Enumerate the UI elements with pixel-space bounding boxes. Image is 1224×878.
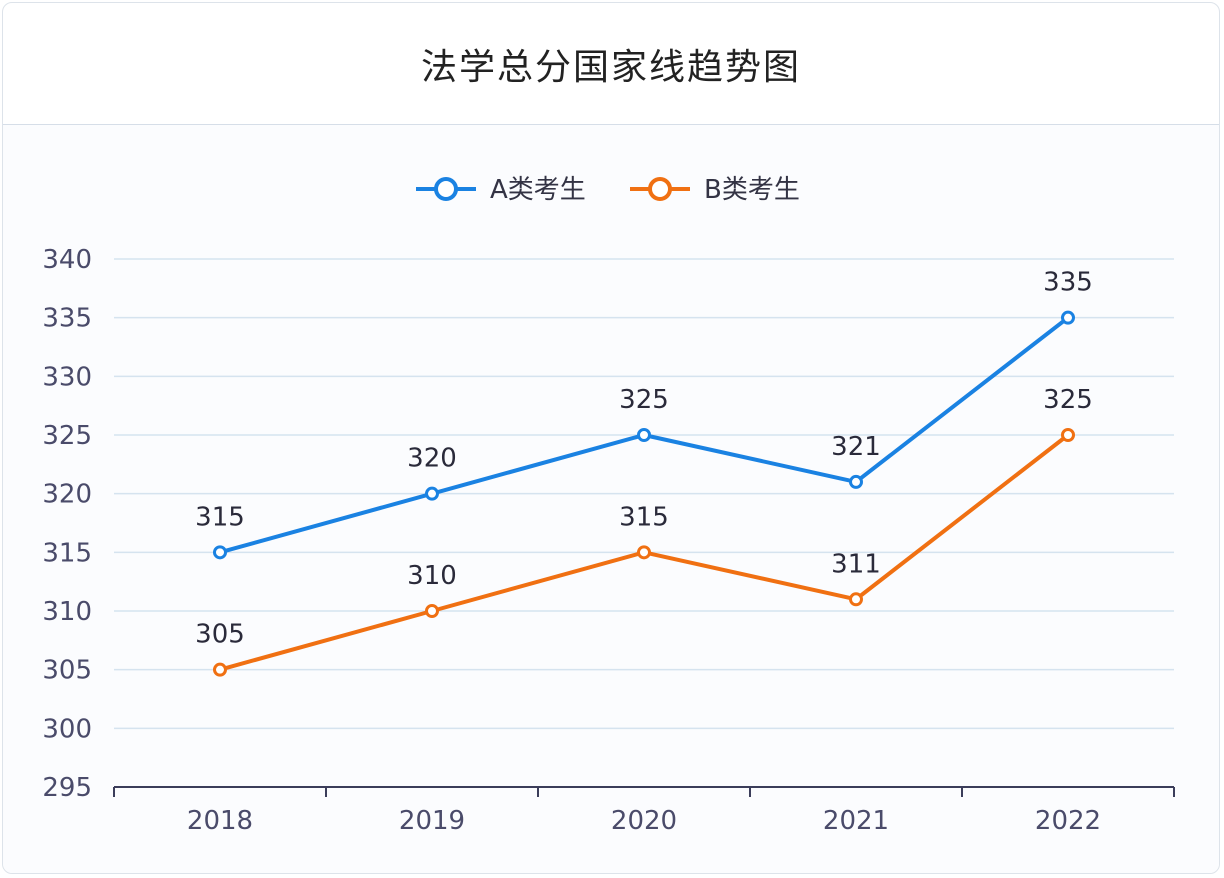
y-tick-label: 300 bbox=[42, 714, 92, 744]
chart-body bbox=[3, 125, 1219, 873]
y-tick-label: 310 bbox=[42, 597, 92, 627]
data-point bbox=[637, 545, 651, 560]
data-label: 335 bbox=[1043, 268, 1093, 298]
y-tick-label: 315 bbox=[42, 538, 92, 568]
data-point bbox=[425, 486, 439, 501]
y-tick-label: 295 bbox=[42, 773, 92, 803]
data-label: 310 bbox=[407, 561, 457, 591]
chart-title: 法学总分国家线趋势图 bbox=[420, 46, 801, 88]
series-points bbox=[213, 310, 1075, 677]
legend-label: A类考生 bbox=[490, 175, 586, 205]
legend-marker bbox=[434, 177, 458, 201]
legend-label: B类考生 bbox=[704, 175, 800, 205]
x-tick-label: 2018 bbox=[187, 806, 253, 836]
y-axis: 295 300 305 310 315 320 325 330 335 340 bbox=[42, 245, 92, 803]
y-tick-label: 335 bbox=[42, 304, 92, 334]
x-tick-label: 2020 bbox=[611, 806, 677, 836]
data-point bbox=[849, 592, 863, 607]
data-point bbox=[213, 662, 227, 677]
y-tick-label: 320 bbox=[42, 480, 92, 510]
data-label: 325 bbox=[619, 385, 669, 415]
data-point bbox=[637, 428, 651, 442]
data-label: 315 bbox=[619, 502, 669, 532]
y-tick-label: 330 bbox=[42, 362, 92, 392]
data-label: 315 bbox=[195, 502, 245, 532]
data-point bbox=[849, 474, 863, 489]
data-label: 311 bbox=[831, 549, 881, 579]
data-labels: 315 320 325 321 335 305 310 315 311 325 bbox=[195, 268, 1093, 650]
y-tick-label: 305 bbox=[42, 656, 92, 686]
data-point bbox=[425, 604, 439, 618]
data-point bbox=[1061, 310, 1075, 325]
legend-item-b[interactable]: B类考生 bbox=[630, 175, 800, 205]
data-label: 325 bbox=[1043, 385, 1093, 415]
legend: A类考生 B类考生 bbox=[416, 175, 800, 205]
x-tick-label: 2019 bbox=[399, 806, 465, 836]
data-label: 305 bbox=[195, 620, 245, 650]
data-label: 320 bbox=[407, 444, 457, 474]
x-tick-label: 2022 bbox=[1035, 806, 1101, 836]
x-tick-label: 2021 bbox=[823, 806, 889, 836]
legend-item-a[interactable]: A类考生 bbox=[416, 175, 586, 205]
x-axis: 2018 2019 2020 2021 2022 bbox=[113, 786, 1175, 836]
chart-header: 法学总分国家线趋势图 bbox=[3, 3, 1219, 125]
data-label: 321 bbox=[831, 432, 881, 462]
y-tick-label: 340 bbox=[42, 245, 92, 275]
y-tick-label: 325 bbox=[42, 421, 92, 451]
legend-marker bbox=[648, 177, 672, 201]
data-point bbox=[213, 545, 227, 560]
data-point bbox=[1061, 428, 1075, 442]
grid-lines bbox=[114, 258, 1174, 730]
